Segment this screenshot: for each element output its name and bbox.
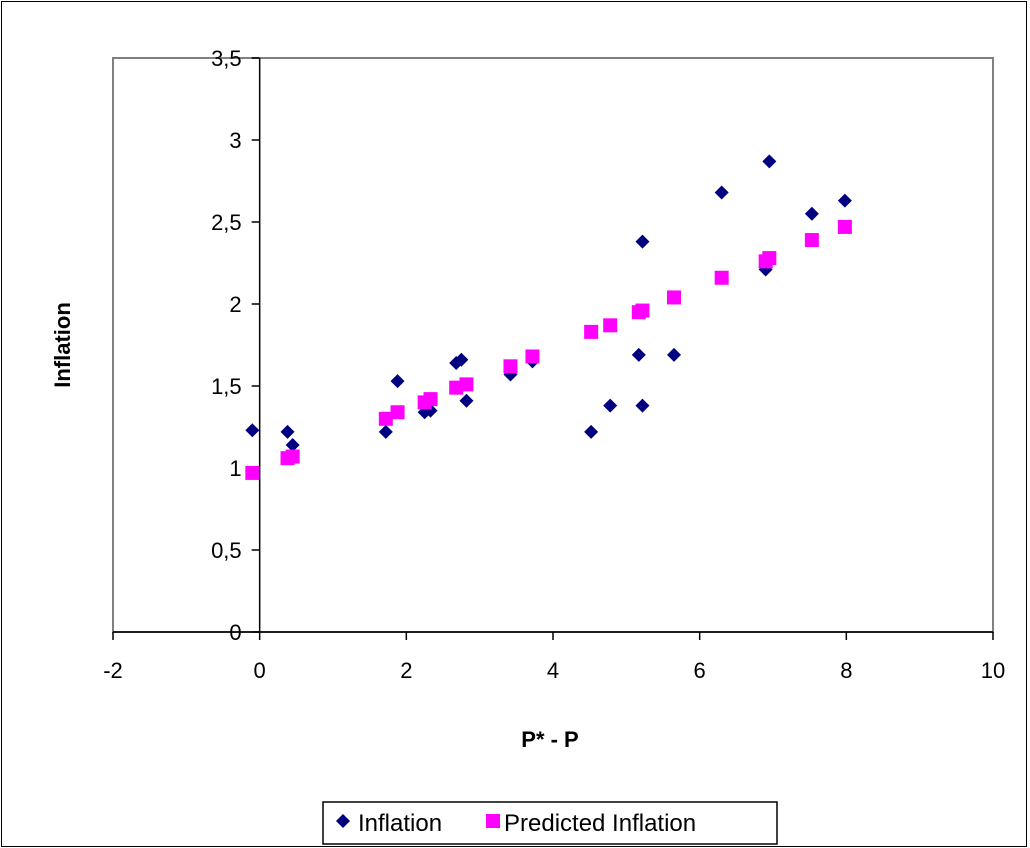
x-tick-label: 10	[981, 658, 1005, 683]
predicted-inflation-point	[503, 359, 518, 374]
predicted-inflation-point	[762, 251, 777, 266]
inflation-point	[378, 424, 393, 439]
tick-labels: -2 0 2 4 6 8 10 0 0,5 1 1,5 2 2,5 3 3,5	[103, 46, 1005, 683]
inflation-point	[714, 185, 729, 200]
x-tick-label: 2	[400, 658, 412, 683]
y-tick-label: 1	[229, 456, 241, 481]
predicted-inflation-point	[423, 392, 438, 407]
inflation-point	[631, 347, 646, 362]
predicted-inflation-point	[378, 411, 393, 426]
y-axis-title: Inflation	[50, 302, 75, 388]
x-tick-label: 4	[547, 658, 559, 683]
y-tick-label: 2,5	[211, 210, 242, 235]
plot-area	[112, 57, 994, 633]
y-tick-label: 0,5	[211, 538, 242, 563]
legend-inflation-label: Inflation	[358, 810, 442, 837]
inflation-point	[667, 347, 681, 362]
inflation-point	[603, 398, 618, 413]
x-tick-label: -2	[103, 658, 123, 683]
legend: Inflation Predicted Inflation	[322, 801, 778, 845]
predicted-inflation-point	[714, 270, 729, 285]
x-tick-label: 6	[694, 658, 706, 683]
predicted-inflation-point	[584, 324, 599, 339]
y-tick-label: 3,5	[211, 46, 242, 71]
predicted-inflation-point	[635, 303, 650, 318]
predicted-inflation-point	[459, 377, 474, 392]
inflation-point	[635, 398, 650, 413]
inflation-point	[459, 393, 474, 408]
predicted-inflation-point	[245, 465, 260, 480]
y-tick-label: 1,5	[211, 374, 242, 399]
data-marks	[245, 154, 852, 480]
x-axis-title: P* - P	[521, 727, 578, 752]
predicted-inflation-point	[525, 349, 540, 364]
y-tick-label: 2	[229, 292, 241, 317]
legend-inflation-marker	[336, 814, 350, 828]
legend-predicted-marker	[486, 814, 500, 828]
legend-predicted-label: Predicted Inflation	[504, 810, 696, 837]
predicted-inflation-point	[837, 219, 852, 234]
inflation-point	[390, 374, 405, 389]
inflation-point	[837, 193, 852, 208]
y-tick-label: 0	[229, 620, 241, 645]
predicted-inflation-point	[390, 405, 405, 420]
predicted-inflation-point	[804, 233, 819, 248]
legend-box	[322, 801, 778, 845]
axes-group	[112, 57, 994, 640]
x-tick-label: 0	[254, 658, 266, 683]
y-tick-label: 3	[229, 128, 241, 153]
inflation-point	[635, 234, 650, 249]
inflation-point	[280, 424, 295, 439]
inflation-point	[285, 438, 300, 453]
predicted-inflation-point	[667, 290, 681, 305]
predicted-inflation-point	[285, 449, 300, 464]
inflation-point	[245, 423, 260, 438]
inflation-point	[454, 352, 469, 367]
inflation-point	[804, 206, 819, 221]
x-tick-label: 8	[840, 658, 852, 683]
inflation-point	[584, 424, 599, 439]
predicted-inflation-point	[603, 318, 618, 333]
inflation-point	[762, 154, 777, 169]
